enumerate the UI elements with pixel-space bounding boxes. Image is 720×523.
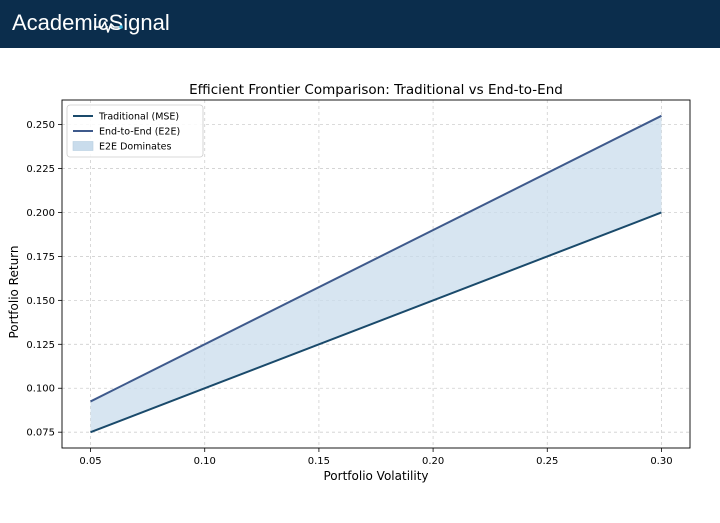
brand-logo[interactable]: AcademicSignal bbox=[12, 8, 170, 38]
legend-e2e-dominates-label: E2E Dominates bbox=[99, 142, 172, 153]
x-axis-label: Portfolio Volatility bbox=[324, 469, 429, 483]
y-axis-label: Portfolio Return bbox=[7, 246, 21, 339]
pulse-icon bbox=[94, 21, 123, 33]
brand-name-part2: Signal bbox=[108, 10, 170, 35]
legend-e2e-dominates-swatch bbox=[72, 141, 94, 151]
plot-frame bbox=[61, 99, 691, 449]
legend-e2e-label: End-to-End (E2E) bbox=[99, 127, 180, 138]
y-tick-label: 0.250 bbox=[26, 120, 55, 131]
x-tick-label: 0.10 bbox=[194, 456, 216, 467]
line-layer bbox=[90, 114, 662, 434]
fill-layer bbox=[90, 115, 662, 433]
y-tick-label: 0.125 bbox=[26, 340, 55, 351]
traditional-mse-line bbox=[90, 211, 662, 434]
x-tick-label: 0.30 bbox=[650, 456, 672, 467]
y-tick-label: 0.150 bbox=[26, 296, 55, 307]
chart-title: Efficient Frontier Comparison: Tradition… bbox=[189, 82, 563, 98]
y-tick-label: 0.075 bbox=[26, 428, 55, 439]
x-tick-label: 0.15 bbox=[308, 456, 330, 467]
efficient-frontier-chart: Efficient Frontier Comparison: Tradition… bbox=[7, 82, 691, 483]
x-tick-label: 0.25 bbox=[536, 456, 558, 467]
brand-name-part1: Academic bbox=[12, 10, 109, 35]
x-tick-label: 0.05 bbox=[79, 456, 101, 467]
y-tick-label: 0.200 bbox=[26, 208, 55, 219]
chart-legend: Traditional (MSE) End-to-End (E2E) E2E Dom… bbox=[66, 104, 204, 158]
y-tick-label: 0.100 bbox=[26, 384, 55, 395]
legend-traditional-label: Traditional (MSE) bbox=[98, 112, 179, 123]
top-banner: AcademicSignal bbox=[0, 0, 720, 48]
legend-box bbox=[66, 104, 204, 158]
y-tick-label: 0.175 bbox=[26, 252, 55, 263]
x-tick-label: 0.20 bbox=[422, 456, 444, 467]
end-to-end-e2e-line bbox=[90, 114, 662, 403]
tick-layer: 0.05 0.10 0.15 0.20 0.25 0.30 0.075 0.100 0.125 0… bbox=[26, 120, 672, 467]
y-tick-label: 0.225 bbox=[26, 164, 55, 175]
e2e-dominates-area bbox=[90, 115, 662, 433]
